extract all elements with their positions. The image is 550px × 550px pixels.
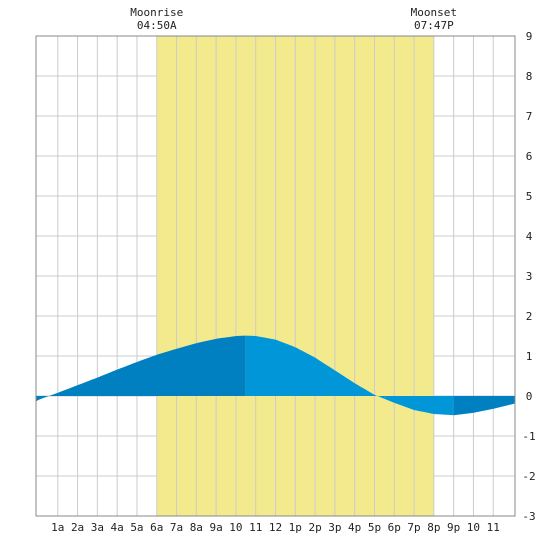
plot-frame (35, 35, 516, 517)
x-tick-label: 5a (130, 521, 143, 534)
moonset-label: Moonset (411, 6, 457, 19)
x-tick-label: 8p (427, 521, 440, 534)
moonset-time: 07:47P (414, 19, 454, 32)
plot-border (35, 35, 516, 517)
y-tick-label: -1 (522, 430, 535, 443)
tide-area-segment (245, 335, 385, 399)
y-tick-label: 1 (526, 350, 533, 363)
y-tick-label: 4 (526, 230, 533, 243)
y-tick-label: 2 (526, 310, 533, 323)
x-tick-label: 12 (269, 521, 282, 534)
x-tick-label: 11 (249, 521, 262, 534)
y-tick-label: 3 (526, 270, 533, 283)
tide-area-segment (453, 396, 515, 416)
x-tick-label: 9a (209, 521, 222, 534)
vertical-grid (57, 36, 494, 516)
x-tick-label: 3a (91, 521, 104, 534)
x-tick-label: 4a (111, 521, 124, 534)
x-tick-label: 7a (170, 521, 183, 534)
x-tick-label: 6p (388, 521, 401, 534)
y-tick-label: -2 (522, 470, 535, 483)
x-tick-label: 3p (328, 521, 341, 534)
tide-area-segment (36, 335, 246, 402)
y-tick-label: 8 (526, 70, 533, 83)
moonrise-label: Moonrise (130, 6, 183, 19)
x-tick-label: 6a (150, 521, 163, 534)
x-tick-label: 4p (348, 521, 361, 534)
x-tick-label: 10 (229, 521, 242, 534)
y-tick-label: 5 (526, 190, 533, 203)
x-tick-label: 1a (51, 521, 64, 534)
x-tick-label: 1p (289, 521, 302, 534)
x-tick-label: 9p (447, 521, 460, 534)
y-tick-label: 6 (526, 150, 533, 163)
tide-area-segment (384, 396, 454, 416)
y-tick-label: 9 (526, 30, 533, 43)
x-tick-label: 2p (308, 521, 321, 534)
x-tick-label: 8a (190, 521, 203, 534)
x-tick-label: 2a (71, 521, 84, 534)
y-tick-label: -3 (522, 510, 535, 523)
moonrise-time: 04:50A (137, 19, 177, 32)
x-tick-label: 5p (368, 521, 381, 534)
tide-area (36, 335, 515, 416)
x-tick-label: 10 (467, 521, 480, 534)
y-tick-label: 0 (526, 390, 533, 403)
y-tick-label: 7 (526, 110, 533, 123)
x-tick-label: 7p (407, 521, 420, 534)
axis-labels: 1a 2a 3a 4a 5a 6a 7a 8a 9a 10 11 12 1p 2p 3p 4p 5p 6p 7p 8p… (51, 30, 535, 534)
x-tick-label: 11 (487, 521, 500, 534)
